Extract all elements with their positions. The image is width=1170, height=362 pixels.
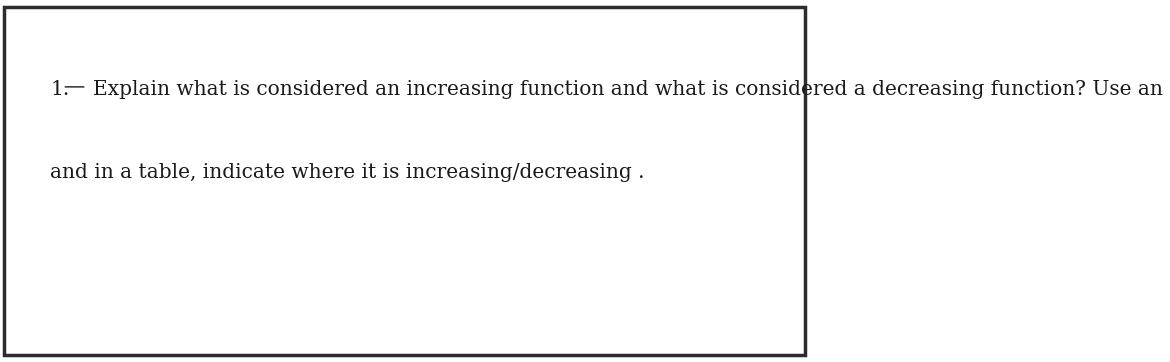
Text: Explain what is considered an increasing function and what is considered a decre: Explain what is considered an increasing… — [94, 80, 1170, 98]
FancyBboxPatch shape — [4, 7, 805, 355]
Text: and in a table, indicate where it is increasing/decreasing .: and in a table, indicate where it is inc… — [50, 163, 645, 182]
Text: 1.: 1. — [50, 80, 69, 98]
